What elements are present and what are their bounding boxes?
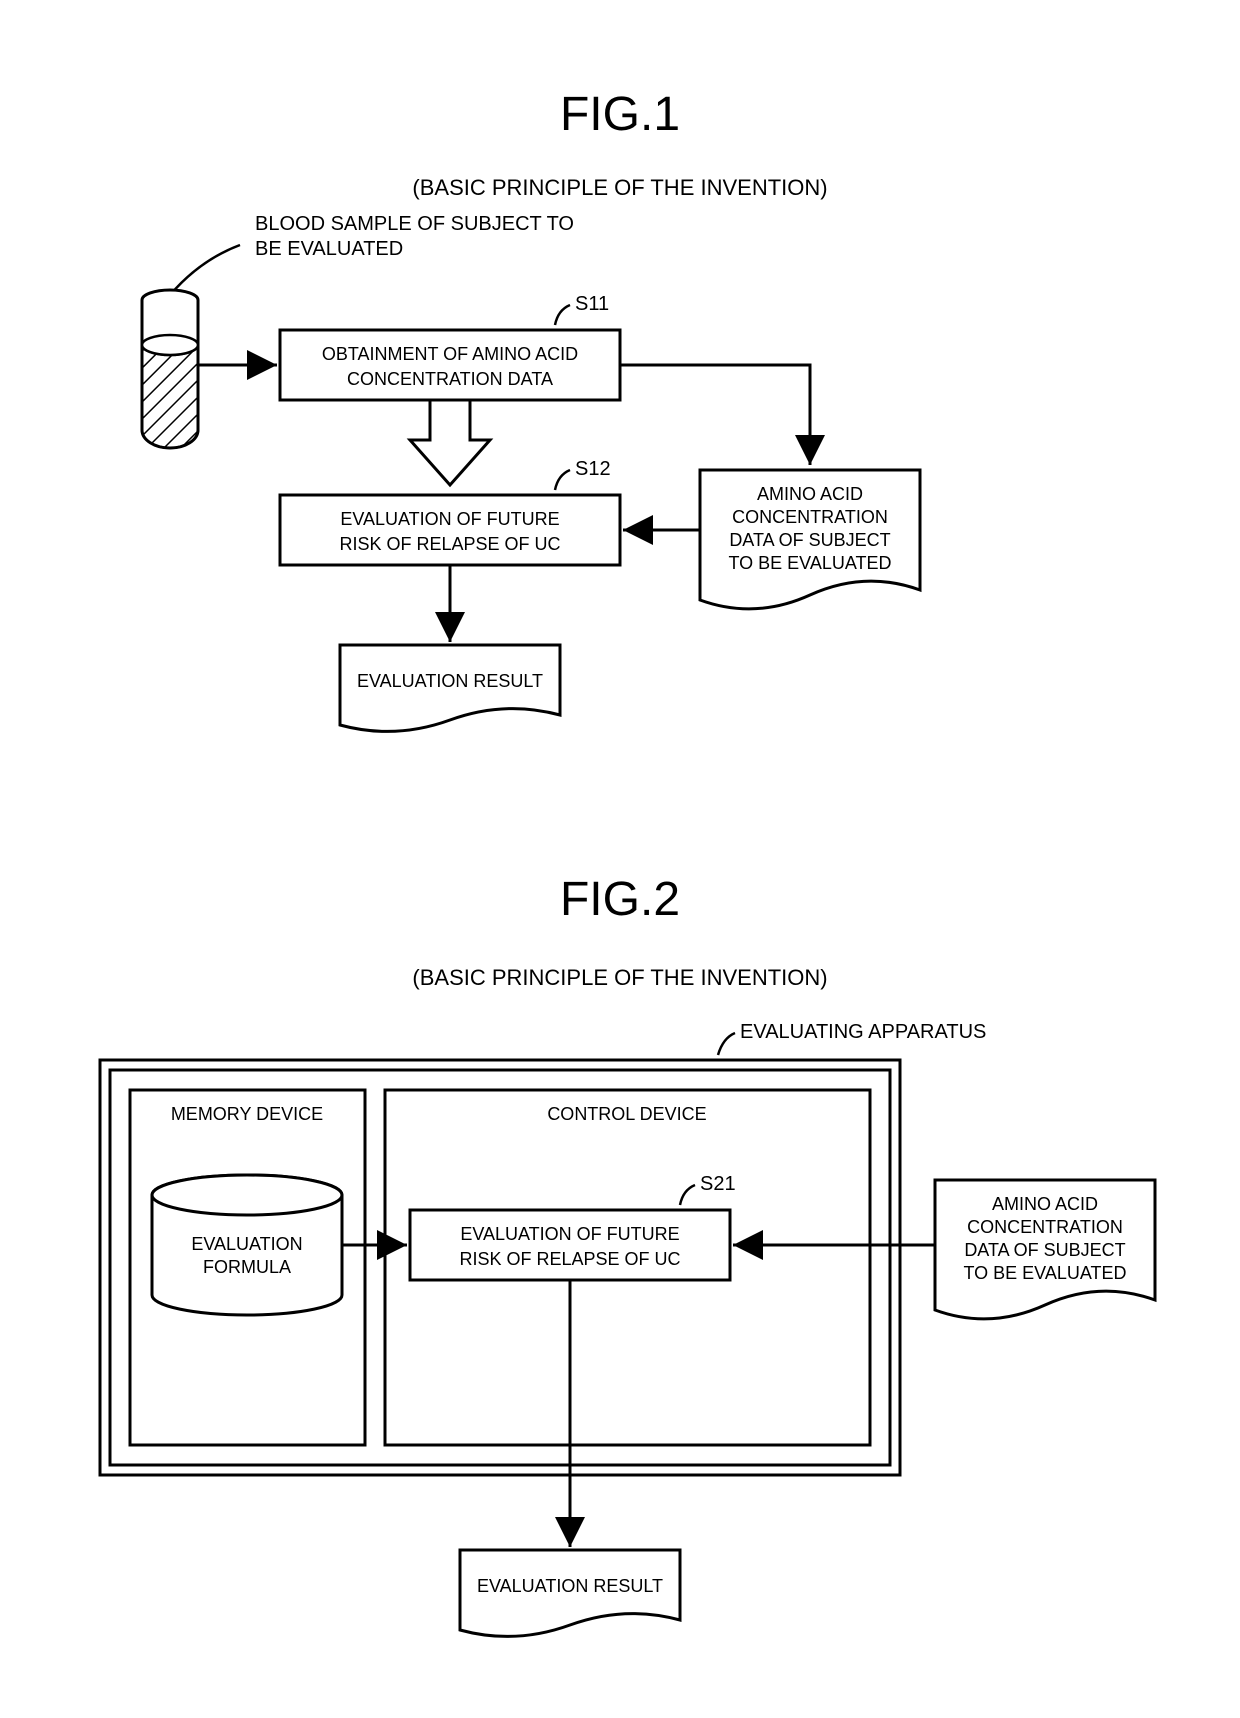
blood-label-1: BLOOD SAMPLE OF SUBJECT TO bbox=[255, 213, 574, 235]
fig1-doc-l3: DATA OF SUBJECT bbox=[729, 530, 890, 550]
fig2-doc-l4: TO BE EVALUATED bbox=[963, 1263, 1126, 1283]
s12-box-l2: RISK OF RELAPSE OF UC bbox=[339, 534, 560, 554]
fig2-subtitle: (BASIC PRINCIPLE OF THE INVENTION) bbox=[412, 965, 827, 990]
fig1-doc-l2: CONCENTRATION bbox=[732, 507, 888, 527]
fig2-title: FIG.2 bbox=[560, 873, 680, 926]
blood-label-2: BE EVALUATED bbox=[255, 238, 403, 260]
s11-leader bbox=[555, 305, 570, 325]
path-s11-doc bbox=[620, 365, 810, 465]
formula-l1: EVALUATION bbox=[191, 1234, 302, 1254]
s11-box-l1: OBTAINMENT OF AMINO ACID bbox=[322, 344, 578, 364]
s11-label: S11 bbox=[575, 293, 609, 315]
s21-box-l1: EVALUATION OF FUTURE bbox=[460, 1224, 679, 1244]
s12-label: S12 bbox=[575, 458, 611, 480]
s21-label: S21 bbox=[700, 1173, 736, 1195]
s12-box-l1: EVALUATION OF FUTURE bbox=[340, 509, 559, 529]
formula-l2: FORMULA bbox=[203, 1257, 291, 1277]
blood-leader bbox=[170, 245, 240, 295]
s11-box-l2: CONCENTRATION DATA bbox=[347, 369, 553, 389]
fig2-doc-l3: DATA OF SUBJECT bbox=[964, 1240, 1125, 1260]
fig1-result-text: EVALUATION RESULT bbox=[357, 671, 543, 691]
memory-label: MEMORY DEVICE bbox=[171, 1104, 323, 1124]
block-arrow-s11-s12 bbox=[410, 400, 490, 485]
apparatus-leader bbox=[718, 1033, 735, 1055]
fig1-doc-l1: AMINO ACID bbox=[757, 484, 863, 504]
s21-box bbox=[410, 1210, 730, 1280]
s11-box bbox=[280, 330, 620, 400]
fig2-result-text: EVALUATION RESULT bbox=[477, 1576, 663, 1596]
fig1-title: FIG.1 bbox=[560, 88, 680, 141]
fig2-doc-l2: CONCENTRATION bbox=[967, 1217, 1123, 1237]
test-tube-icon bbox=[142, 290, 198, 448]
fig1-doc-l4: TO BE EVALUATED bbox=[728, 553, 891, 573]
fig2-doc-l1: AMINO ACID bbox=[992, 1194, 1098, 1214]
apparatus-label: EVALUATING APPARATUS bbox=[740, 1021, 986, 1043]
s21-box-l2: RISK OF RELAPSE OF UC bbox=[459, 1249, 680, 1269]
s12-box bbox=[280, 495, 620, 565]
fig1-subtitle: (BASIC PRINCIPLE OF THE INVENTION) bbox=[412, 175, 827, 200]
control-label: CONTROL DEVICE bbox=[547, 1104, 706, 1124]
s12-leader bbox=[555, 470, 570, 490]
